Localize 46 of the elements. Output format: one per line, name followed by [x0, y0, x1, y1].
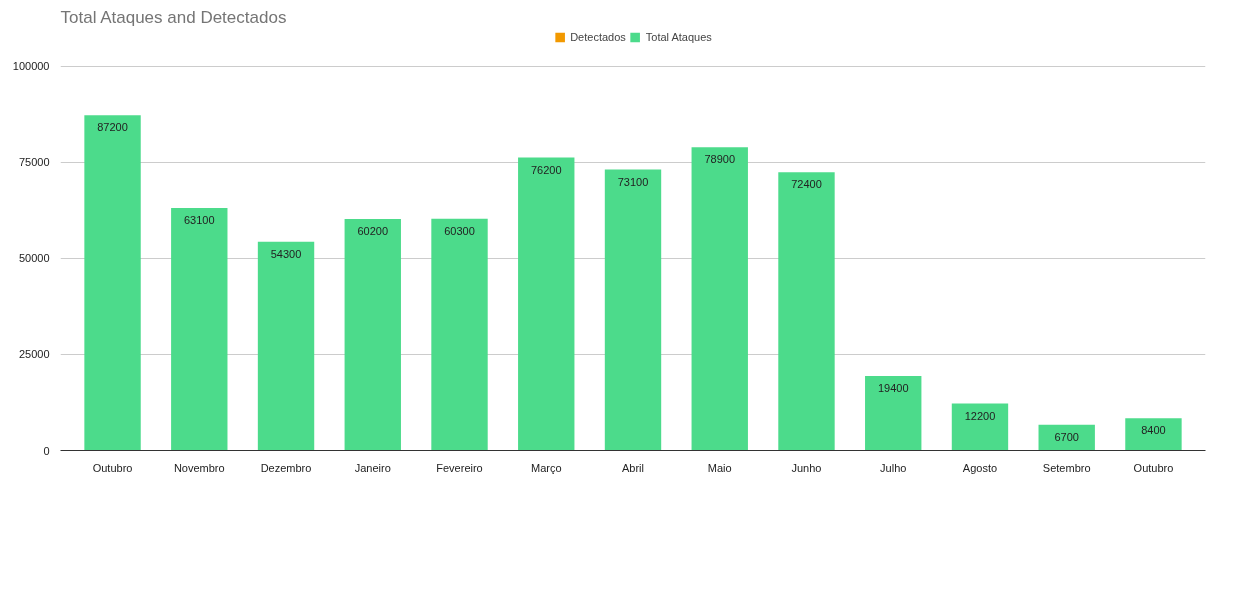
x-tick-label: Agosto — [962, 461, 998, 474]
x-tick-label: Novembro — [173, 461, 225, 474]
data-label: 6700 — [1054, 430, 1079, 443]
data-label: 12200 — [964, 409, 996, 422]
y-tick-label: 75000 — [18, 156, 50, 169]
x-tick-label: Maio — [707, 461, 732, 474]
bar — [518, 157, 575, 451]
bar — [778, 172, 835, 451]
y-tick-label: 25000 — [18, 348, 50, 361]
chart-title: Total Ataques and Detectados — [60, 7, 287, 27]
bar — [344, 219, 401, 451]
bar — [604, 169, 662, 451]
bar — [171, 207, 228, 451]
x-tick-label: Julho — [880, 461, 907, 474]
x-tick-label: Janeiro — [354, 461, 391, 474]
y-tick-label: 0 — [43, 444, 50, 457]
data-label: 78900 — [704, 153, 736, 166]
data-label: 73100 — [617, 175, 649, 188]
bar — [431, 218, 488, 451]
data-label: 63100 — [183, 213, 215, 226]
data-label: 72400 — [791, 178, 822, 191]
y-tick-label: 50000 — [18, 252, 50, 265]
y-tick-label: 100000 — [12, 60, 50, 73]
x-tick-label: Setembro — [1042, 461, 1091, 474]
bar — [1125, 418, 1182, 451]
data-label: 54300 — [270, 247, 302, 260]
bar — [257, 241, 315, 451]
bar — [865, 375, 922, 451]
x-tick-label: Junho — [791, 461, 822, 474]
data-label: 76200 — [530, 163, 562, 176]
x-tick-label: Março — [530, 461, 562, 474]
bar — [84, 115, 141, 451]
x-tick-label: Dezembro — [260, 461, 312, 474]
legend-label: Detectados — [570, 31, 626, 43]
bar — [951, 403, 1009, 451]
bar — [691, 147, 748, 451]
x-tick-label: Fevereiro — [436, 461, 483, 474]
data-label: 60200 — [357, 225, 389, 238]
x-tick-label: Abril — [622, 461, 645, 474]
data-label: 60300 — [444, 224, 475, 237]
data-label: 8400 — [1141, 424, 1166, 437]
legend-label: Total Ataques — [645, 31, 712, 43]
data-label: 19400 — [877, 381, 909, 394]
x-tick-label: Outubro — [92, 461, 133, 474]
x-tick-label: Outubro — [1133, 461, 1174, 474]
data-label: 87200 — [97, 121, 128, 134]
